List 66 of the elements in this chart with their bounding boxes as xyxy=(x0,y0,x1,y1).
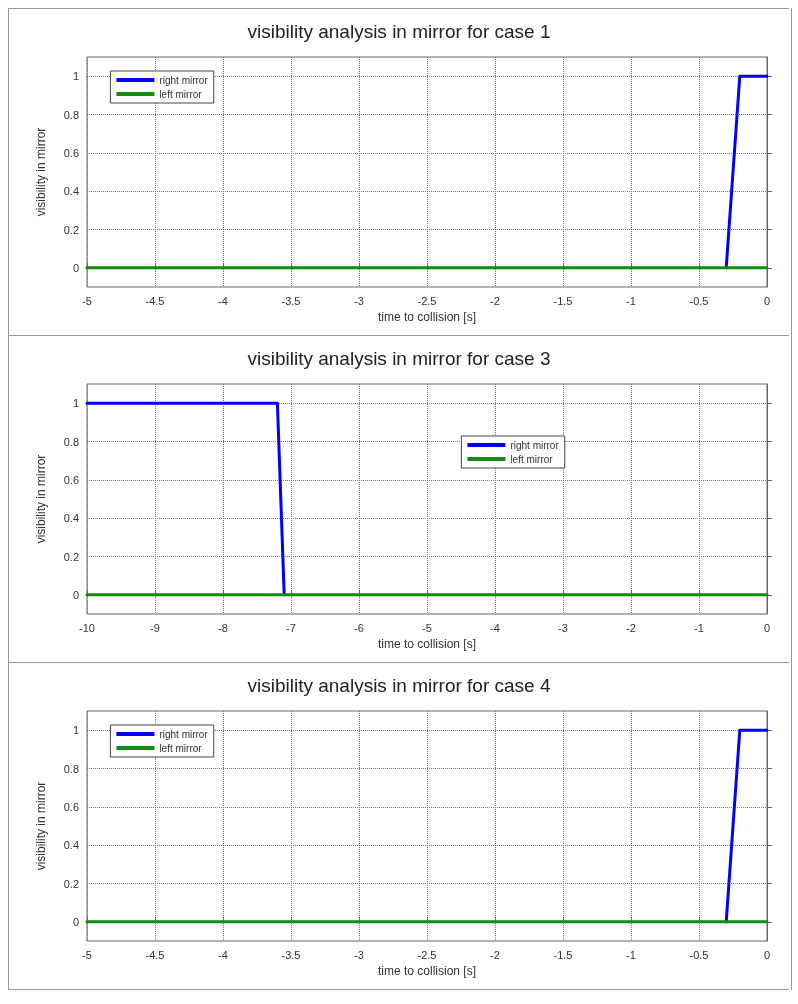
y-tick-label: 1 xyxy=(72,397,79,410)
x-tick-label: -3.5 xyxy=(281,294,301,307)
x-tick-label: -1.5 xyxy=(553,294,573,307)
x-tick-label: -2 xyxy=(490,948,500,961)
x-tick-label: -5 xyxy=(422,621,432,634)
y-tick-label: 0.2 xyxy=(63,877,79,890)
x-tick-label: -2 xyxy=(626,621,636,634)
legend-label: right mirror xyxy=(510,439,560,451)
legend-label: right mirror xyxy=(159,728,209,740)
legend-label: right mirror xyxy=(159,74,209,86)
chart-title: visibility analysis in mirror for case 1 xyxy=(247,21,551,42)
x-tick-label: -3.5 xyxy=(281,948,301,961)
x-tick-label: -3 xyxy=(354,294,364,307)
legend-label: left mirror xyxy=(510,453,554,465)
y-tick-label: 0.4 xyxy=(63,185,79,198)
x-tick-label: -2 xyxy=(490,294,500,307)
x-tick-label: -4.5 xyxy=(145,948,165,961)
legend-label: left mirror xyxy=(159,88,203,100)
x-tick-label: -3 xyxy=(558,621,568,634)
y-axis-title: visibility in mirror xyxy=(34,781,48,871)
y-tick-label: 0 xyxy=(72,261,79,274)
x-tick-label: -3 xyxy=(354,948,364,961)
x-tick-label: -7 xyxy=(286,621,296,634)
y-tick-label: 0 xyxy=(72,915,79,928)
y-tick-label: 0.8 xyxy=(63,762,79,775)
y-tick-label: 0.4 xyxy=(63,512,79,525)
y-tick-label: 0.8 xyxy=(63,435,79,448)
y-tick-label: 0.6 xyxy=(63,800,79,813)
x-tick-label: -4 xyxy=(218,294,228,307)
y-tick-label: 1 xyxy=(72,724,79,737)
x-tick-label: -5 xyxy=(82,948,92,961)
x-tick-label: -4.5 xyxy=(145,294,165,307)
legend-label: left mirror xyxy=(159,742,203,754)
y-tick-label: 0 xyxy=(72,588,79,601)
x-tick-label: -2.5 xyxy=(417,294,437,307)
x-tick-label: -0.5 xyxy=(689,294,709,307)
x-tick-label: -9 xyxy=(150,621,160,634)
x-tick-label: -6 xyxy=(354,621,364,634)
y-axis-title: visibility in mirror xyxy=(34,454,48,544)
y-tick-label: 0.6 xyxy=(63,473,79,486)
x-tick-label: -4 xyxy=(218,948,228,961)
x-tick-label: 0 xyxy=(763,294,771,307)
chart-title: visibility analysis in mirror for case 4 xyxy=(247,675,551,696)
x-tick-label: -1.5 xyxy=(553,948,573,961)
y-axis-title: visibility in mirror xyxy=(34,127,48,217)
y-tick-label: 1 xyxy=(72,70,79,83)
x-tick-label: -1 xyxy=(626,294,636,307)
x-axis-title: time to collision [s] xyxy=(377,636,477,651)
y-tick-label: 0.8 xyxy=(63,108,79,121)
y-tick-label: 0.2 xyxy=(63,223,79,236)
y-tick-label: 0.6 xyxy=(63,146,79,159)
x-axis-title: time to collision [s] xyxy=(377,963,477,978)
y-tick-label: 0.4 xyxy=(63,839,79,852)
x-tick-label: -1 xyxy=(694,621,704,634)
x-tick-label: 0 xyxy=(763,948,771,961)
x-tick-label: -0.5 xyxy=(689,948,709,961)
x-tick-label: -1 xyxy=(626,948,636,961)
x-tick-label: -5 xyxy=(82,294,92,307)
x-tick-label: 0 xyxy=(763,621,771,634)
x-tick-label: -2.5 xyxy=(417,948,437,961)
x-tick-label: -8 xyxy=(218,621,228,634)
chart-title: visibility analysis in mirror for case 3 xyxy=(247,348,551,369)
x-tick-label: -10 xyxy=(79,621,95,634)
x-tick-label: -4 xyxy=(490,621,500,634)
x-axis-title: time to collision [s] xyxy=(377,309,477,324)
y-tick-label: 0.2 xyxy=(63,550,79,563)
